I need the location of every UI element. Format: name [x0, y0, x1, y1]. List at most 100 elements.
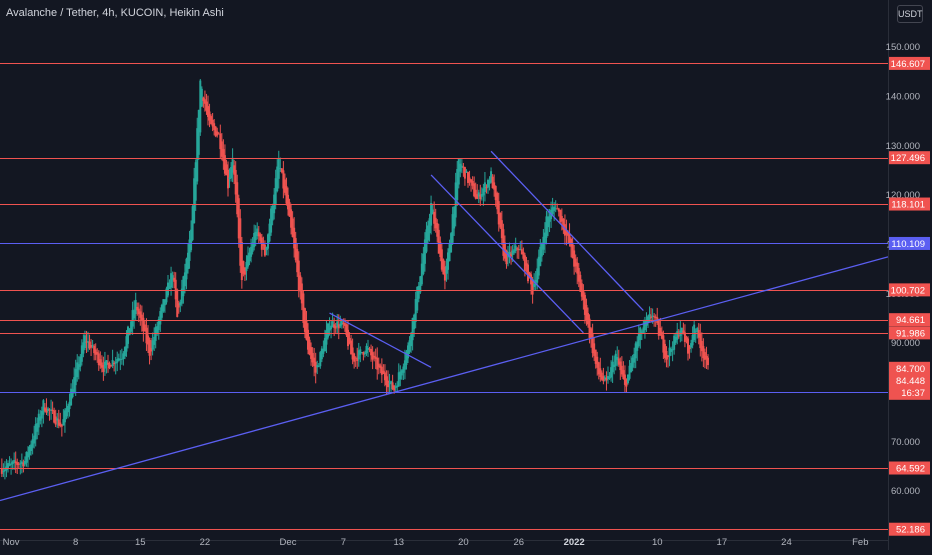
- candle-body: [48, 409, 51, 411]
- candle-body: [194, 162, 197, 201]
- bar-countdown-label: 16:37: [901, 388, 925, 399]
- x-tick-label: 7: [341, 537, 346, 548]
- candle-body: [123, 347, 126, 357]
- candle-body: [662, 335, 665, 353]
- x-tick-label: 10: [652, 537, 663, 548]
- candle-body: [467, 172, 469, 183]
- candle-body: [403, 360, 406, 370]
- candle-body: [493, 182, 496, 190]
- candle-body: [517, 248, 520, 250]
- candle-body: [137, 308, 140, 315]
- candle-body: [280, 168, 283, 173]
- candle-body: [439, 241, 442, 257]
- candle-body: [473, 183, 476, 197]
- candle-body: [527, 264, 529, 282]
- price-tag-118.101-bg: [889, 197, 930, 211]
- candle-body: [207, 106, 209, 117]
- price-tag-127.496-text: 127.496: [891, 153, 925, 164]
- candle-body: [220, 141, 223, 157]
- candle-body: [60, 424, 63, 427]
- candle-body: [462, 166, 465, 168]
- candle-body: [34, 424, 37, 440]
- candle-body: [259, 234, 262, 241]
- x-tick-label: Feb: [852, 537, 868, 548]
- candle-body: [482, 188, 485, 196]
- candle-body: [245, 261, 248, 272]
- candle-body: [583, 294, 586, 315]
- candle-body: [627, 374, 629, 384]
- candle-body: [14, 461, 17, 464]
- candle-body: [25, 451, 28, 463]
- candle-body: [256, 228, 259, 236]
- candle-body: [240, 242, 243, 281]
- candle-body: [628, 365, 631, 379]
- candle-body: [468, 177, 471, 182]
- price-tag-64.592-text: 64.592: [896, 464, 925, 475]
- candle-body: [93, 345, 96, 354]
- price-tag-110.109-bg: [889, 236, 930, 250]
- candle-body: [334, 326, 337, 329]
- candle-body: [667, 355, 669, 358]
- candle-body: [343, 323, 346, 326]
- candle-body: [448, 243, 451, 262]
- candle-body: [636, 341, 639, 351]
- trendline-dec-channel-upper: [329, 312, 432, 368]
- candle-body: [94, 349, 97, 355]
- candle-body: [251, 242, 254, 252]
- candle-body: [691, 334, 694, 346]
- symbol-title: Avalanche / Tether, 4h, KUCOIN, Heikin A…: [6, 7, 224, 19]
- candle-body: [591, 333, 594, 354]
- candle-body: [113, 363, 116, 365]
- price-tag-91.986-text: 91.986: [896, 328, 925, 339]
- candle-body: [316, 365, 319, 368]
- candle-body: [243, 267, 246, 275]
- candle-body: [36, 423, 39, 432]
- candle-body: [294, 238, 297, 261]
- trendlines-group: [0, 150, 888, 502]
- price-tag-52.186-text: 52.186: [896, 525, 925, 536]
- candle-body: [577, 268, 580, 282]
- candle-body: [413, 314, 416, 330]
- y-tick-label: 60.000: [891, 486, 920, 497]
- candle-body: [548, 216, 551, 222]
- candle-body: [657, 320, 660, 336]
- candle-body: [187, 252, 189, 270]
- x-tick-label: 8: [73, 537, 78, 548]
- candle-body: [357, 350, 360, 360]
- candle-body: [142, 317, 145, 332]
- candle-body: [30, 444, 33, 452]
- trendline-channel-lower: [430, 174, 584, 334]
- candle-body: [182, 276, 185, 297]
- candle-body: [270, 208, 273, 233]
- last-price-label: 84.448: [896, 376, 925, 387]
- candle-body: [385, 376, 388, 386]
- candle-body: [407, 345, 409, 359]
- candle-body: [425, 229, 428, 252]
- candle-body: [405, 351, 408, 365]
- candle-body: [562, 218, 565, 230]
- candle-body: [7, 463, 9, 469]
- candle-body: [122, 353, 125, 360]
- candle-body: [99, 359, 102, 366]
- currency-selector-button[interactable]: USDT: [897, 5, 923, 23]
- price-tag-118.101-text: 118.101: [891, 200, 925, 211]
- candle-body: [682, 330, 685, 335]
- candle-body: [536, 268, 539, 283]
- candle-body: [497, 201, 500, 225]
- candle-body: [100, 362, 103, 368]
- candle-body: [643, 321, 646, 331]
- candle-body: [360, 352, 363, 354]
- candle-body: [200, 88, 203, 107]
- candle-body: [351, 347, 354, 360]
- candle-body: [133, 309, 136, 319]
- candle-body: [456, 169, 459, 200]
- candle-body: [79, 356, 82, 367]
- candle-body: [471, 181, 474, 186]
- price-tag-52.186-bg: [889, 522, 930, 536]
- candle-body: [330, 325, 333, 330]
- candle-body: [167, 282, 169, 296]
- candle-body: [50, 409, 53, 411]
- candle-body: [160, 305, 163, 318]
